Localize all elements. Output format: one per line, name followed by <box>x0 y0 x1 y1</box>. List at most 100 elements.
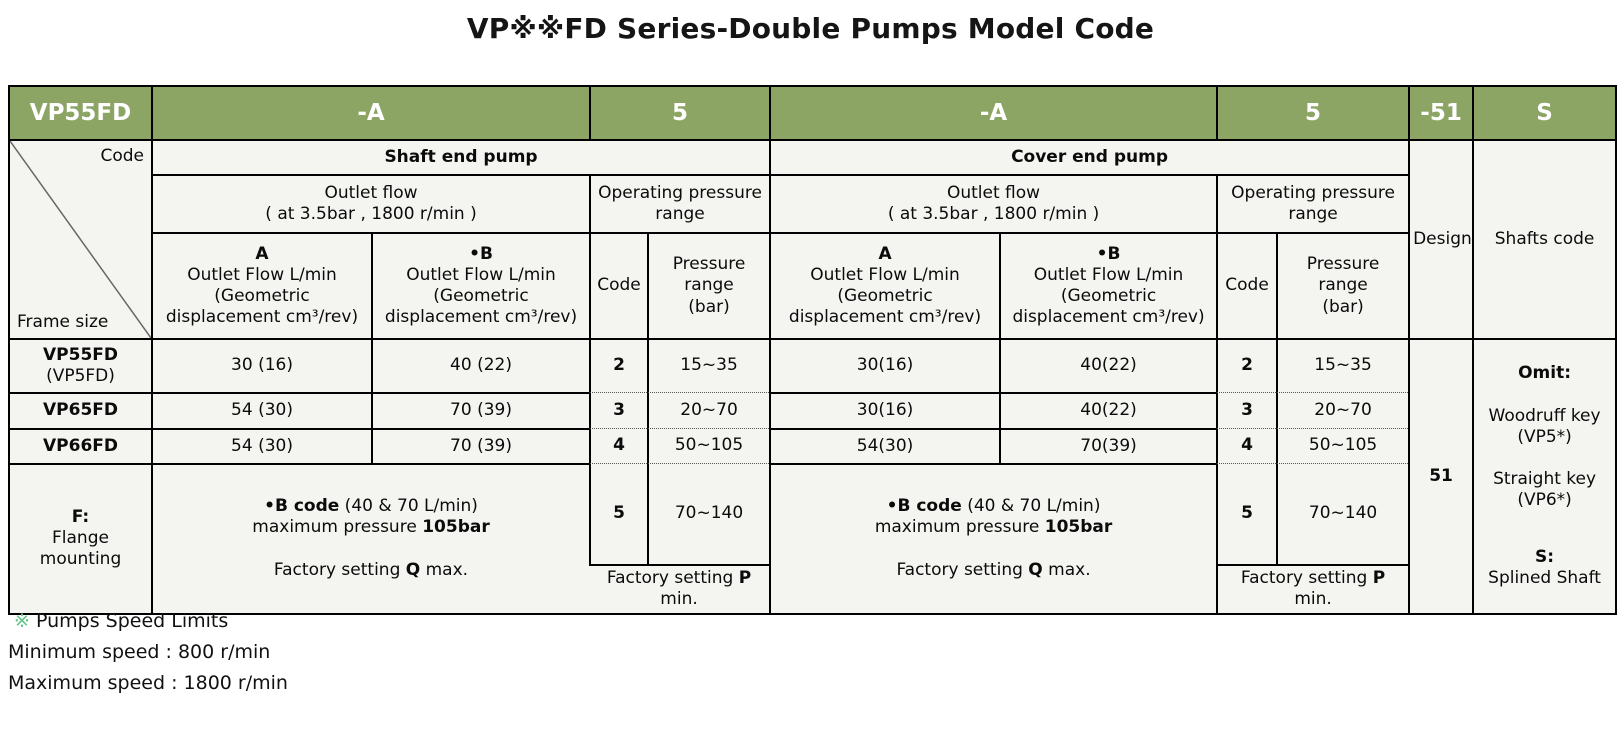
mounting-line1: Flange <box>52 528 109 549</box>
model-code-row: VP55FD -A 5 -A 5 -51 S <box>10 87 1616 139</box>
cover-note-bold2: 105bar <box>1044 517 1113 538</box>
model-code-shaft-flow: -A <box>151 87 590 139</box>
cover-note-pre2: maximum pressure <box>874 517 1045 538</box>
shaft-factory-setting: Factory setting P min. <box>589 564 770 613</box>
bottom-note-row: F: Flange mounting •B code (40 & 70 L/mi… <box>10 463 1615 613</box>
cell-shaft-a: 30 (16) <box>151 338 371 392</box>
cell-cover-code: 3 <box>1216 392 1277 428</box>
shaft-b-code: •B <box>469 243 493 264</box>
pumps-speed-limits-label: Pumps Speed Limits <box>35 610 229 632</box>
corner-cell: Code Frame size <box>10 139 151 338</box>
shaft-pressure-range-header: Pressure range (bar) <box>647 232 770 338</box>
cell-cover-code-5: 5 <box>1216 463 1277 564</box>
shafts-splined-shaft: Splined Shaft <box>1488 567 1601 588</box>
cover-b-code-note: •B code (40 & 70 L/min) maximum pressure… <box>769 463 1217 613</box>
cover-a-column-header: A Outlet Flow L/min (Geometric displacem… <box>769 232 1000 338</box>
table-row-vp66fd: VP66FD 54 (30) 70 (39) 4 50~105 54(30) 7… <box>10 428 1615 463</box>
table-row-vp65fd: VP65FD 54 (30) 70 (39) 3 20~70 30(16) 40… <box>10 392 1615 428</box>
shaft-note-bold1: •B code <box>264 495 340 516</box>
cell-shaft-b: 40 (22) <box>371 338 590 392</box>
cell-cover-a: 30(16) <box>769 392 1000 428</box>
cover-ph-line2: range <box>1318 275 1368 296</box>
mounting-code: F: <box>71 506 90 527</box>
shafts-s-label: S: <box>1535 546 1555 567</box>
cover-note-pre3: Factory setting <box>896 560 1029 581</box>
reference-mark-icon: ※ <box>14 610 30 632</box>
diagonal-line <box>10 141 151 338</box>
cell-shaft-code: 4 <box>589 428 648 463</box>
shaft-b-line1: Outlet Flow L/min <box>406 264 556 285</box>
cover-operating-pressure-header: Operating pressure range <box>1216 174 1409 232</box>
frame-vp65fd: VP65FD <box>10 392 151 428</box>
frame-vp55fd-name: VP55FD <box>43 344 118 365</box>
shaft-b-line3: displacement cm³/rev) <box>384 307 578 328</box>
model-code-frame: VP55FD <box>10 87 151 139</box>
shafts-straight-model: (VP6*) <box>1517 490 1572 511</box>
cell-cover-b: 70(39) <box>999 428 1217 463</box>
model-code-shaft-pressure: 5 <box>589 87 770 139</box>
shaft-a-column-header: A Outlet Flow L/min (Geometric displacem… <box>151 232 371 338</box>
shaft-code-column-header: Code <box>589 232 648 338</box>
cover-a-line3: displacement cm³/rev) <box>788 307 982 328</box>
cell-cover-range: 15~35 <box>1276 338 1409 392</box>
cell-shaft-code: 3 <box>589 392 648 428</box>
shaft-note-pre3: Factory setting <box>273 560 406 581</box>
cover-a-line2: (Geometric <box>837 286 933 306</box>
shaft-note-bold2: 105bar <box>422 517 490 538</box>
frame-vp55fd-alias: (VP5FD) <box>46 366 115 386</box>
group-header-row: Outlet flow ( at 3.5bar , 1800 r/min ) O… <box>10 174 1615 232</box>
design-header: Design <box>1408 139 1473 338</box>
cover-factory-bold: P <box>1372 568 1386 588</box>
mounting-cell: F: Flange mounting <box>10 463 151 613</box>
shafts-straight-key: Straight key <box>1493 469 1597 490</box>
pumps-speed-limits-heading: ※ Pumps Speed Limits <box>8 610 288 632</box>
cover-outlet-flow-title: Outlet flow <box>946 182 1041 203</box>
shaft-ph-line1: Pressure <box>672 254 746 275</box>
cell-shaft-range: 50~105 <box>647 428 770 463</box>
cover-outlet-flow-condition: ( at 3.5bar , 1800 r/min ) <box>887 204 1100 224</box>
shaft-a-code: A <box>255 243 269 264</box>
cell-shaft-a: 54 (30) <box>151 428 371 463</box>
shaft-end-pump-title: Shaft end pump <box>151 139 770 174</box>
shaft-outlet-flow-condition: ( at 3.5bar , 1800 r/min ) <box>265 204 477 224</box>
cover-b-line3: displacement cm³/rev) <box>1012 307 1205 328</box>
mounting-line2: mounting <box>39 549 122 570</box>
cover-ph-line1: Pressure <box>1306 254 1380 275</box>
shaft-a-line1: Outlet Flow L/min <box>187 264 337 285</box>
shaft-b-line2: (Geometric <box>433 286 529 306</box>
cover-note-bold3: Q <box>1028 560 1043 581</box>
model-code-table-wrap: VP55FD -A 5 -A 5 -51 S Code Frame size S… <box>8 85 1618 615</box>
cover-b-column-header: •B Outlet Flow L/min (Geometric displace… <box>999 232 1217 338</box>
shaft-outlet-flow-title: Outlet flow <box>324 182 418 203</box>
model-code-cover-pressure: 5 <box>1216 87 1409 139</box>
cover-a-line1: Outlet Flow L/min <box>810 264 960 285</box>
cover-b-line2: (Geometric <box>1060 286 1157 306</box>
cell-cover-b: 40(22) <box>999 392 1217 428</box>
cover-pressure-range-header: Pressure range (bar) <box>1276 232 1409 338</box>
column-header-row: A Outlet Flow L/min (Geometric displacem… <box>10 232 1615 338</box>
cell-cover-range: 50~105 <box>1276 428 1409 463</box>
shaft-note-pre2: maximum pressure <box>252 517 423 538</box>
cell-cover-a: 54(30) <box>769 428 1000 463</box>
cell-cover-range: 20~70 <box>1276 392 1409 428</box>
cell-shaft-b: 70 (39) <box>371 392 590 428</box>
design-value: 51 <box>1408 338 1473 613</box>
cell-shaft-a: 54 (30) <box>151 392 371 428</box>
cover-factory-pre: Factory setting <box>1240 568 1373 588</box>
shaft-operating-pressure-header: Operating pressure range <box>589 174 770 232</box>
factory-setting-row: Factory setting P min. Factory setting P… <box>10 564 1615 613</box>
model-code-cover-flow: -A <box>769 87 1217 139</box>
section-title-row: Code Frame size Shaft end pump Cover end… <box>10 139 1616 338</box>
cover-note-rest1: (40 & 70 L/min) <box>961 495 1101 516</box>
frame-vp66fd: VP66FD <box>10 428 151 463</box>
shaft-note-bold3: Q <box>405 560 421 581</box>
cover-outlet-flow-header: Outlet flow ( at 3.5bar , 1800 r/min ) <box>769 174 1217 232</box>
corner-code-label: Code <box>100 146 144 166</box>
cell-shaft-code-5: 5 <box>589 463 648 564</box>
frame-vp55fd: VP55FD (VP5FD) <box>10 338 151 392</box>
cover-b-code: •B <box>1096 243 1121 264</box>
shaft-ph-line2: range <box>684 275 734 296</box>
shaft-outlet-flow-header: Outlet flow ( at 3.5bar , 1800 r/min ) <box>151 174 590 232</box>
model-code-table: VP55FD -A 5 -A 5 -51 S Code Frame size S… <box>8 85 1618 615</box>
cover-factory-rest: min. <box>1294 589 1332 610</box>
